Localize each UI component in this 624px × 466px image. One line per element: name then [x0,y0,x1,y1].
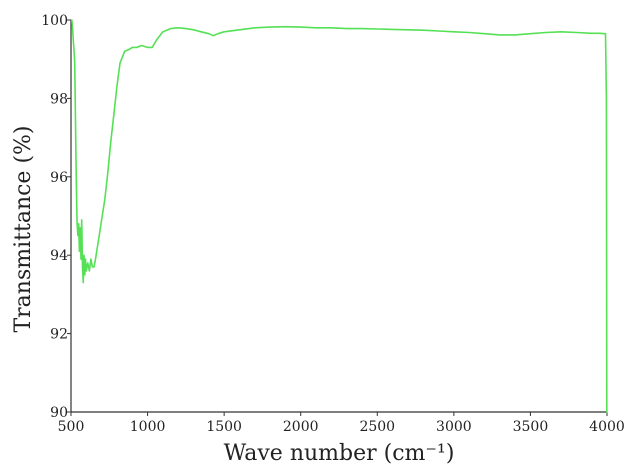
x-tick-label: 2000 [283,419,319,435]
y-tick-label: 100 [41,13,68,29]
y-tick-label: 98 [50,91,68,107]
series-layer [71,19,608,413]
x-tick-label: 2500 [359,419,395,435]
spectrum-series-line [71,19,608,413]
y-tick-label: 96 [50,170,68,186]
tick-labels: 500 1000 1500 2000 2500 3000 3500 4000 90 92 94 96 9… [41,13,624,435]
x-tick-label: 1500 [206,419,242,435]
tick-marks [67,19,608,416]
y-tick-label: 90 [50,405,68,421]
y-axis-label: Transmittance (%) [11,125,36,332]
axes [70,20,607,413]
y-tick-label: 92 [50,327,68,343]
x-tick-label: 4000 [589,419,624,435]
x-axis-label: Wave number (cm⁻¹) [224,441,455,466]
x-tick-label: 1000 [130,419,166,435]
y-tick-label: 94 [50,248,68,264]
x-tick-label: 500 [58,419,85,435]
x-tick-label: 3000 [436,419,472,435]
x-tick-label: 3500 [513,419,549,435]
